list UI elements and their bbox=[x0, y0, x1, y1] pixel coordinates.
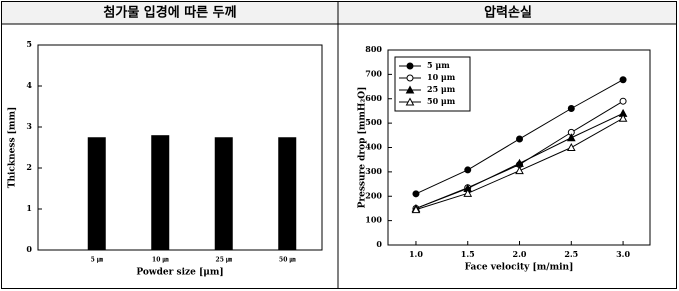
bar bbox=[151, 135, 170, 250]
data-point bbox=[464, 166, 472, 174]
x-tick-label: 3.0 bbox=[616, 249, 630, 259]
data-point bbox=[619, 76, 627, 84]
x-tick-label: 2.5 bbox=[564, 249, 578, 259]
y-axis-label: Thickness [mm] bbox=[8, 107, 18, 188]
legend-label: 25 μm bbox=[427, 84, 456, 94]
legend-label: 5 μm bbox=[427, 60, 450, 70]
data-point bbox=[515, 166, 524, 175]
x-axis-label: Powder size [μm] bbox=[136, 268, 223, 278]
legend-marker bbox=[406, 62, 414, 70]
data-point bbox=[411, 205, 421, 214]
y-tick-label: 200 bbox=[365, 190, 382, 200]
y-tick-label: 1 bbox=[26, 203, 32, 213]
y-tick-label: 0 bbox=[26, 244, 32, 254]
data-point bbox=[566, 142, 576, 151]
y-axis-label: Pressure drop [mmH₂O] bbox=[358, 87, 368, 209]
data-point bbox=[567, 105, 575, 112]
x-tick-label: 1.5 bbox=[461, 249, 475, 259]
header-cell: 첨가물 입경에 따른 두께 bbox=[103, 5, 236, 21]
legend-marker bbox=[405, 97, 415, 106]
y-tick-label: 3 bbox=[26, 121, 32, 131]
data-point bbox=[412, 190, 420, 198]
y-tick-label: 4 bbox=[26, 80, 32, 90]
y-tick-label: 600 bbox=[365, 93, 382, 103]
y-tick-label: 300 bbox=[365, 166, 382, 176]
bar bbox=[278, 137, 297, 250]
x-tick-label: 25 ㎛ bbox=[216, 257, 232, 265]
data-point bbox=[516, 135, 524, 143]
y-tick-label: 100 bbox=[365, 215, 382, 225]
data-point bbox=[618, 113, 628, 122]
data-point bbox=[463, 188, 473, 197]
x-tick-label: 1.0 bbox=[409, 249, 423, 259]
y-tick-label: 800 bbox=[365, 44, 382, 54]
y-tick-label: 500 bbox=[365, 117, 382, 127]
header-cell: 압력손실 bbox=[484, 5, 532, 21]
header-row bbox=[2, 2, 676, 24]
bar bbox=[87, 137, 106, 250]
x-tick-label: 5 ㎛ bbox=[91, 257, 103, 265]
legend-label: 10 μm bbox=[427, 72, 456, 82]
legend-label: 50 μm bbox=[427, 96, 456, 106]
x-axis-label: Face velocity [m/min] bbox=[465, 263, 574, 273]
x-tick-label: 50 ㎛ bbox=[279, 257, 295, 265]
y-tick-label: 5 bbox=[26, 39, 32, 49]
x-tick-label: 10 ㎛ bbox=[152, 257, 168, 265]
legend-marker bbox=[405, 85, 415, 94]
data-point bbox=[566, 133, 576, 142]
y-tick-label: 700 bbox=[365, 68, 382, 78]
y-tick-label: 0 bbox=[376, 239, 382, 249]
data-point bbox=[619, 97, 627, 105]
legend-marker bbox=[406, 74, 414, 82]
plot-frame bbox=[37, 44, 323, 251]
y-tick-label: 2 bbox=[26, 162, 32, 172]
x-tick-label: 2.0 bbox=[513, 249, 527, 259]
y-tick-label: 400 bbox=[365, 142, 382, 152]
bar bbox=[214, 137, 233, 250]
